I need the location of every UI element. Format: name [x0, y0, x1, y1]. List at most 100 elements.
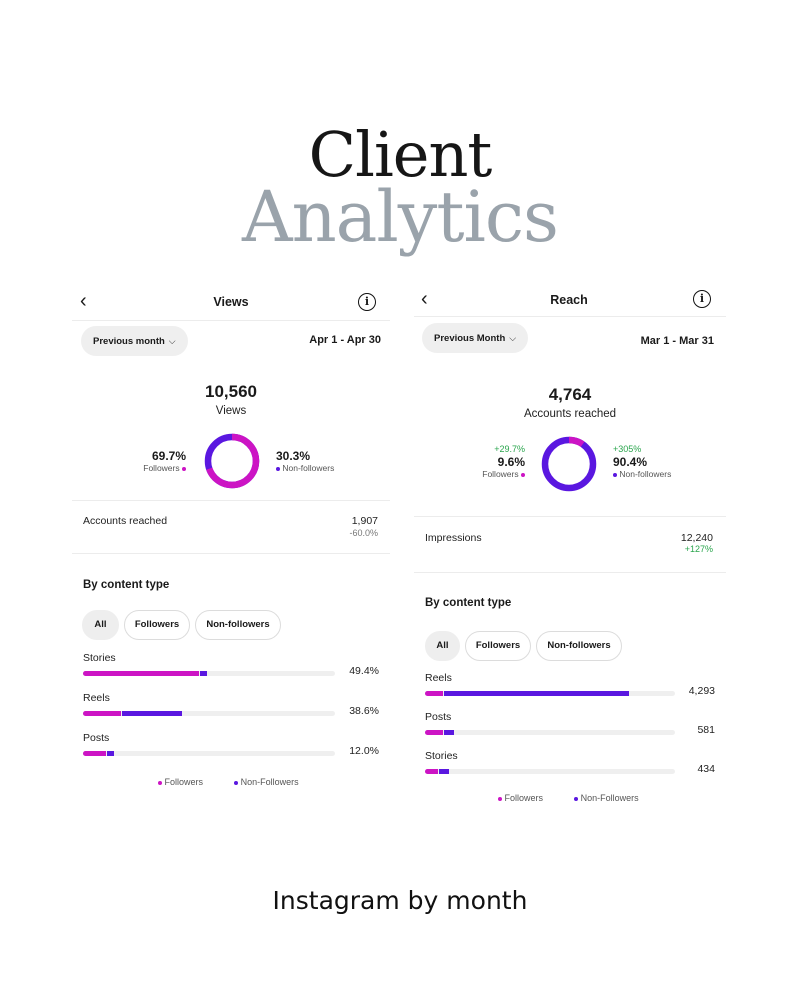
chip-followers[interactable]: Followers — [465, 631, 531, 661]
content-bar-non-followers — [443, 730, 454, 735]
content-bar-followers — [425, 769, 438, 774]
content-row-value: 38.6% — [349, 705, 379, 717]
chip-all[interactable]: All — [425, 631, 460, 661]
views-donut-chart — [204, 433, 260, 489]
total-views: 10,560 — [205, 382, 257, 401]
panel-title: Reach — [550, 293, 588, 307]
divider — [414, 572, 726, 573]
content-bar-followers — [83, 751, 106, 756]
non-followers-dot — [574, 796, 579, 801]
period-filter-button[interactable]: Previous Month ⌵ — [422, 323, 529, 353]
followers-delta: +29.7% — [494, 444, 525, 454]
content-row-label: Reels — [425, 672, 452, 684]
total-reach-label: Accounts reached — [523, 408, 617, 420]
content-bar-non-followers — [106, 751, 115, 756]
legend-non-followers: Non-Followers — [580, 793, 639, 803]
chip-all[interactable]: All — [82, 610, 119, 640]
content-bar-non-followers — [121, 711, 183, 716]
content-row: Reels 4,293 — [425, 672, 715, 704]
views-panel: ‹ Views i Previous month ⌵ Apr 1 - Apr 30… — [72, 282, 390, 802]
info-icon[interactable]: i — [693, 290, 711, 308]
followers-dot — [158, 780, 162, 785]
period-filter-button[interactable]: Previous month ⌵ — [81, 326, 188, 356]
content-bar-track — [83, 671, 335, 676]
followers-dot — [182, 466, 186, 471]
donut-followers-arc — [541, 436, 597, 492]
content-bar-track — [425, 769, 675, 774]
content-bar-non-followers — [199, 671, 208, 676]
content-bar-followers — [83, 711, 121, 716]
followers-legend: Followers — [143, 463, 186, 473]
chip-followers[interactable]: Followers — [124, 610, 190, 640]
non-followers-percent: 90.4% — [613, 455, 648, 469]
period-filter-label: Previous Month — [434, 333, 506, 344]
section-title: By content type — [425, 597, 512, 609]
content-row: Reels 38.6% — [83, 692, 379, 724]
content-row-label: Posts — [425, 711, 452, 723]
date-range: Apr 1 - Apr 30 — [309, 334, 381, 346]
metric-label: Impressions — [425, 532, 482, 544]
legend-followers: Followers — [164, 777, 204, 787]
total-views-label: Views — [215, 405, 247, 417]
metric-label: Accounts reached — [83, 515, 168, 527]
chart-legend: Followers Non-Followers — [158, 777, 299, 787]
legend-non-followers: Non-Followers — [240, 777, 299, 787]
followers-dot — [521, 472, 525, 477]
content-bar-followers — [83, 671, 199, 676]
divider — [72, 553, 390, 554]
chevron-down-icon: ⌵ — [509, 333, 517, 343]
content-row: Stories 49.4% — [83, 652, 379, 684]
content-row: Posts 581 — [425, 711, 715, 743]
metric-value: 1,907 — [351, 515, 378, 527]
content-row-value: 581 — [697, 724, 715, 736]
chip-non-followers[interactable]: Non-followers — [536, 631, 622, 661]
metric-change: +127% — [684, 544, 713, 554]
content-row-value: 49.4% — [349, 665, 379, 677]
footer-caption: Instagram by month — [272, 886, 528, 915]
donut-non-followers-arc — [541, 436, 597, 492]
content-row: Posts 12.0% — [83, 732, 379, 764]
followers-percent: 69.7% — [151, 449, 186, 463]
period-filter-label: Previous month — [93, 336, 165, 347]
content-row-value: 4,293 — [688, 685, 715, 697]
non-followers-label: Non-followers — [282, 463, 335, 473]
info-icon[interactable]: i — [358, 293, 376, 311]
divider — [414, 316, 726, 317]
section-title: By content type — [83, 579, 170, 591]
content-row-value: 434 — [697, 763, 715, 775]
chip-non-followers[interactable]: Non-followers — [195, 610, 281, 640]
total-reach: 4,764 — [548, 385, 592, 404]
content-bar-non-followers — [443, 691, 629, 696]
back-chevron-icon[interactable]: ‹ — [421, 288, 428, 310]
content-bar-track — [83, 711, 335, 716]
reach-panel: ‹ Reach i Previous Month ⌵ Mar 1 - Mar 31… — [414, 280, 726, 810]
divider — [414, 516, 726, 517]
non-followers-percent: 30.3% — [276, 449, 311, 463]
non-followers-delta: +305% — [613, 444, 642, 454]
non-followers-legend: Non-followers — [276, 463, 334, 473]
content-row-label: Stories — [83, 652, 116, 664]
date-range: Mar 1 - Mar 31 — [640, 335, 714, 347]
followers-label: Followers — [143, 463, 180, 473]
chevron-down-icon: ⌵ — [168, 336, 176, 346]
content-bar-followers — [425, 730, 443, 735]
metric-change: -60.0% — [349, 528, 378, 538]
non-followers-legend: Non-followers — [613, 469, 671, 479]
hero-subtitle: Analytics — [242, 176, 559, 258]
content-bar-followers — [425, 691, 443, 696]
panel-title: Views — [213, 295, 249, 309]
hero-title: Client — [308, 118, 493, 191]
legend-followers: Followers — [504, 793, 544, 803]
content-bar-track — [425, 691, 675, 696]
metric-value: 12,240 — [680, 532, 713, 544]
content-row-label: Stories — [425, 750, 458, 762]
content-bar-non-followers — [438, 769, 449, 774]
back-chevron-icon[interactable]: ‹ — [80, 290, 87, 312]
divider — [72, 500, 390, 501]
non-followers-dot — [234, 780, 239, 785]
chart-legend: Followers Non-Followers — [498, 793, 639, 803]
content-row-label: Reels — [83, 692, 110, 704]
followers-legend: Followers — [482, 469, 525, 479]
followers-percent: 9.6% — [497, 455, 525, 469]
non-followers-dot — [613, 472, 617, 477]
